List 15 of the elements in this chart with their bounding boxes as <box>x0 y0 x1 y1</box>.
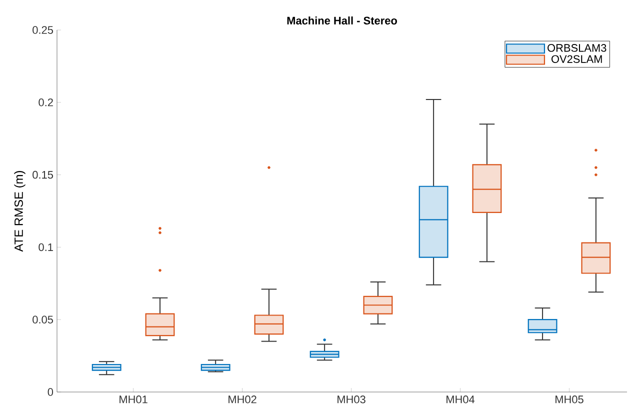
legend-label: ORBSLAM3 <box>548 44 606 52</box>
x-tick-label: MH03 <box>338 396 366 404</box>
x-tick-label: MH04 <box>446 396 475 404</box>
y-tick-label: 0.25 <box>32 26 54 34</box>
y-tick-label: 0.2 <box>38 98 53 106</box>
y-tick-label: 0.05 <box>32 316 54 324</box>
y-tick-label: 0 <box>48 388 54 396</box>
legend-label: OV2SLAM <box>552 55 602 63</box>
y-tick-label: 0.1 <box>38 243 53 252</box>
y-axis-title: ATE RMSE (m) <box>14 171 26 252</box>
chart-title: Machine Hall - Stereo <box>287 16 397 24</box>
x-tick-label: MH02 <box>228 396 256 404</box>
x-tick-label: MH05 <box>556 396 584 404</box>
x-tick-label: MH01 <box>120 396 148 404</box>
y-tick-label: 0.15 <box>32 170 54 179</box>
